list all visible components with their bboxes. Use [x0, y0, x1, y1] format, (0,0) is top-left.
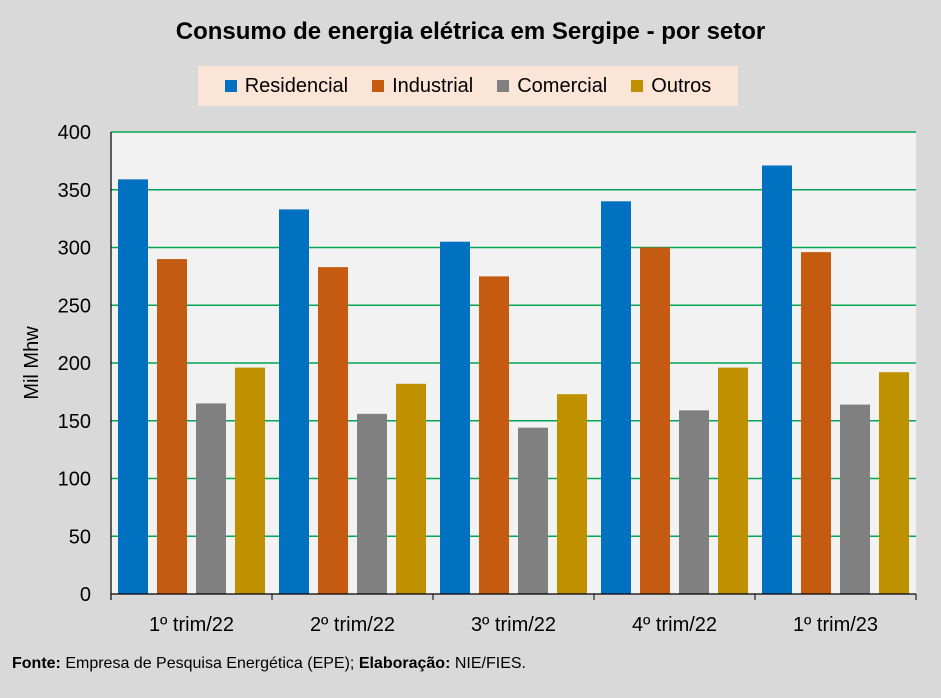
- bar: [879, 372, 909, 594]
- y-tick-label: 200: [58, 353, 91, 375]
- legend-item: Residencial: [224, 74, 349, 98]
- bar: [235, 367, 265, 594]
- legend-label: Residencial: [244, 74, 349, 97]
- bar: [157, 259, 187, 594]
- bar: [640, 247, 670, 594]
- bar: [396, 383, 426, 594]
- legend-swatch: [372, 80, 385, 92]
- y-tick-label: 100: [58, 469, 91, 491]
- bar: [601, 201, 631, 595]
- bar: [557, 394, 587, 594]
- elaboration-text: NIE/FIES.: [454, 655, 526, 672]
- bar: [318, 267, 348, 594]
- bar: [762, 165, 792, 594]
- source-text: Empresa de Pesquisa Energética (EPE);: [65, 655, 355, 672]
- bar: [801, 252, 831, 594]
- x-tick-label: 2º trim/22: [310, 614, 395, 636]
- y-tick-label: 50: [69, 526, 91, 548]
- y-tick-label: 300: [58, 238, 91, 260]
- bar: [357, 413, 387, 594]
- x-tick-label: 3º trim/22: [471, 614, 556, 636]
- legend: Residencial Industrial Comercial Outros: [198, 66, 738, 106]
- source-label: Fonte:: [12, 655, 61, 672]
- legend-item: Industrial: [372, 75, 473, 98]
- x-tick-label: 1º trim/22: [149, 614, 234, 636]
- bar: [440, 241, 470, 594]
- x-tick-label: 4º trim/22: [632, 614, 717, 636]
- legend-label: Outros: [651, 74, 712, 97]
- y-tick-label: 250: [58, 295, 91, 317]
- bar: [196, 403, 226, 594]
- legend-label: Industrial: [392, 74, 474, 97]
- legend-item: Outros: [631, 75, 711, 98]
- source-note: Fonte: Empresa de Pesquisa Energética (E…: [12, 655, 526, 673]
- bar: [118, 179, 148, 595]
- y-tick-label: 150: [58, 411, 91, 433]
- bar: [479, 276, 509, 594]
- legend-swatch: [631, 80, 644, 92]
- y-tick-label: 400: [58, 122, 91, 144]
- bar: [718, 367, 748, 594]
- y-axis-label: Mil Mhw: [21, 326, 43, 400]
- legend-swatch: [497, 80, 510, 92]
- y-tick-label: 0: [80, 584, 91, 606]
- bar: [840, 404, 870, 594]
- legend-swatch: [224, 80, 237, 92]
- x-tick-label: 1º trim/23: [793, 614, 878, 636]
- bar: [279, 209, 309, 594]
- elaboration-label: Elaboração:: [358, 655, 451, 672]
- chart-title: Consumo de energia elétrica em Sergipe -…: [175, 18, 766, 45]
- y-tick-label: 350: [58, 180, 91, 202]
- legend-label: Comercial: [517, 74, 608, 97]
- bar: [518, 427, 548, 594]
- bar: [679, 410, 709, 594]
- legend-item: Comercial: [497, 75, 607, 98]
